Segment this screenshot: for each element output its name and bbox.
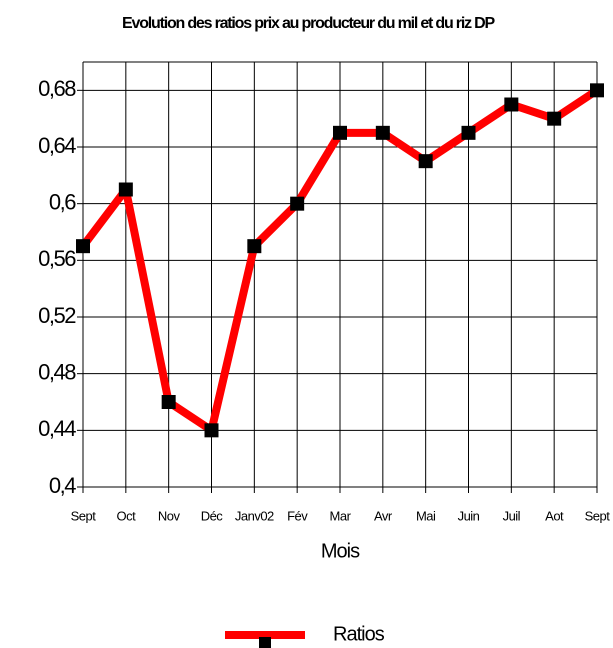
marker [76, 239, 90, 254]
marker [118, 182, 133, 197]
x-tick-label: Mai [416, 508, 436, 523]
chart-title: Evolution des ratios prix au producteur … [122, 15, 495, 32]
legend-marker [259, 637, 271, 648]
legend-label: Ratios [333, 623, 385, 645]
y-tick-label: 0,6 [49, 189, 76, 214]
x-tick-label: Nov [158, 508, 181, 523]
y-tick-label: 0,48 [38, 359, 76, 384]
marker [461, 125, 476, 140]
x-tick-label: Fév [287, 508, 308, 523]
x-tick-label: Sept [585, 508, 611, 523]
x-axis-label: Mois [321, 540, 360, 562]
y-tick-label: 0,52 [38, 303, 76, 328]
x-tick-label: Avr [374, 508, 393, 523]
marker [290, 196, 305, 211]
marker [504, 97, 519, 112]
x-tick-label: Janv02 [235, 508, 274, 523]
x-tick-label: Déc [201, 508, 224, 523]
marker [547, 111, 562, 126]
y-tick-label: 0,44 [38, 416, 76, 441]
marker [204, 423, 219, 438]
y-tick-label: 0,68 [38, 76, 76, 101]
x-tick-label: Sept [71, 508, 97, 523]
marker [161, 395, 176, 409]
x-tick-label: Mar [330, 508, 352, 523]
marker [418, 154, 433, 169]
x-tick-label: Juin [458, 508, 480, 523]
marker [590, 83, 604, 98]
marker [375, 125, 390, 140]
x-tick-label: Oct [116, 508, 136, 523]
y-tick-label: 0,56 [38, 246, 76, 271]
y-tick-label: 0,64 [38, 133, 76, 158]
x-tick-label: Aot [545, 508, 564, 523]
x-tick-label: Juil [503, 508, 521, 523]
marker [247, 239, 262, 254]
y-tick-label: 0,4 [49, 473, 76, 498]
marker [333, 125, 347, 140]
